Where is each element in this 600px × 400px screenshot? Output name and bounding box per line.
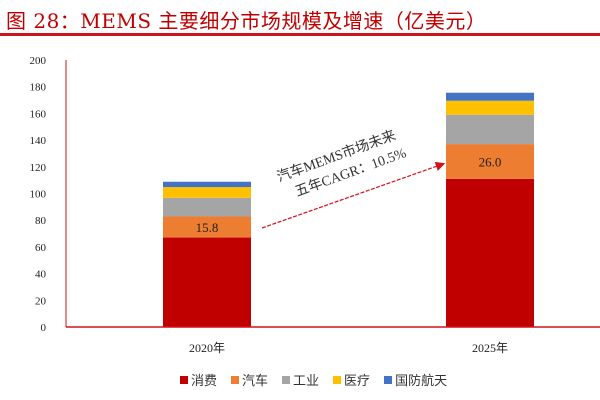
legend-item-工业: 工业 (282, 370, 319, 389)
bar-2020年: 15.8 (163, 181, 251, 327)
segment-value-label: 26.0 (479, 154, 502, 169)
bar-segment-汽车 (446, 144, 534, 179)
y-axis: 0 20 40 60 80 100 120 140 160 180 200 (30, 55, 67, 334)
legend-item-国防航天: 国防航天 (384, 370, 447, 389)
chart-title: 图 28：MEMS 主要细分市场规模及增速（亿美元） (6, 9, 487, 33)
legend-item-汽车: 汽车 (231, 370, 268, 389)
bar-segment-工业 (446, 114, 534, 145)
bar-segment-医疗 (163, 187, 251, 198)
y-tick-label: 180 (30, 82, 47, 94)
y-tick-label: 160 (30, 108, 47, 120)
x-axis: 2020年 2025年 (66, 326, 600, 355)
legend-swatch-icon (384, 375, 393, 384)
segment-value-label: 15.8 (196, 220, 219, 235)
y-tick-label: 140 (30, 135, 47, 147)
legend-swatch-icon (282, 375, 291, 384)
legend-swatch-icon (333, 375, 342, 384)
legend-label: 消费 (191, 374, 218, 389)
bar-segment-国防航天 (163, 181, 251, 188)
bar-segment-汽车 (163, 216, 251, 238)
y-tick-label: 100 (30, 189, 47, 201)
y-tick-label: 60 (35, 242, 47, 254)
legend-label: 医疗 (344, 374, 371, 389)
y-tick-label: 200 (30, 55, 47, 67)
y-tick-label: 0 (41, 322, 47, 334)
legend-swatch-icon (231, 375, 240, 384)
bar-2025年: 26.0 (446, 92, 534, 327)
legend: 消费 汽车 工业 医疗 国防航天 (180, 370, 447, 389)
bar-segment-消费 (163, 237, 251, 327)
bar-segment-消费 (446, 178, 534, 327)
y-tick-label: 20 (35, 295, 47, 307)
x-tick-label: 2025年 (472, 341, 508, 355)
legend-label: 汽车 (242, 374, 269, 389)
y-tick-label: 120 (30, 162, 47, 174)
y-tick-label: 40 (35, 269, 47, 281)
bar-segment-医疗 (446, 100, 534, 115)
bars: 15.8 26.0 (163, 92, 534, 327)
y-tick-label: 80 (35, 215, 47, 227)
legend-label: 国防航天 (395, 374, 448, 389)
arrow-icon (261, 161, 446, 229)
title-divider (0, 33, 600, 36)
legend-label: 工业 (293, 374, 320, 389)
bar-segment-工业 (163, 197, 251, 217)
legend-item-消费: 消费 (180, 370, 217, 389)
legend-swatch-icon (180, 375, 188, 384)
bar-segment-国防航天 (446, 92, 534, 101)
x-tick-label: 2020年 (189, 341, 225, 355)
cagr-annotation: 汽车MEMS市场未来 五年CAGR：10.5% (261, 127, 446, 229)
legend-item-医疗: 医疗 (333, 370, 370, 389)
